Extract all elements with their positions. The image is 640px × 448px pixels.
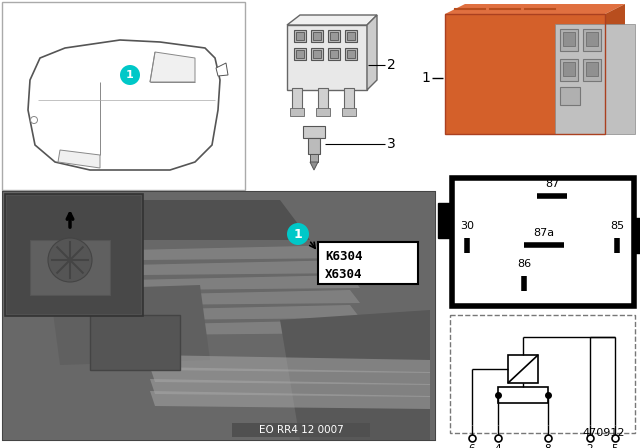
Text: 1: 1 — [421, 71, 430, 85]
Polygon shape — [605, 4, 625, 134]
Text: 470912: 470912 — [582, 428, 625, 438]
Text: 3: 3 — [387, 137, 396, 151]
Bar — [292, 88, 302, 110]
Bar — [586, 62, 598, 76]
Polygon shape — [310, 162, 318, 170]
Circle shape — [48, 238, 92, 282]
Polygon shape — [28, 40, 220, 170]
Bar — [560, 87, 580, 105]
Bar — [328, 30, 340, 42]
Bar — [452, 178, 634, 306]
Bar — [311, 48, 323, 60]
Polygon shape — [150, 367, 430, 385]
Text: 87a: 87a — [533, 228, 555, 238]
Bar — [438, 203, 452, 238]
Bar — [634, 218, 640, 253]
Bar — [560, 29, 578, 51]
Bar — [313, 50, 321, 58]
Circle shape — [287, 223, 309, 245]
Bar — [342, 108, 356, 116]
Bar — [3, 192, 435, 440]
Polygon shape — [130, 305, 360, 320]
Bar — [330, 50, 338, 58]
Bar — [90, 315, 180, 370]
Polygon shape — [130, 275, 360, 290]
Polygon shape — [50, 285, 210, 365]
Bar — [445, 14, 605, 134]
Text: 8: 8 — [545, 444, 551, 448]
Text: 1: 1 — [294, 228, 302, 241]
Bar — [2, 2, 245, 190]
Circle shape — [31, 116, 38, 124]
Bar — [345, 48, 357, 60]
Bar — [3, 192, 435, 440]
Bar — [347, 50, 355, 58]
Text: EO RR4 12 0007: EO RR4 12 0007 — [259, 425, 344, 435]
Bar — [296, 50, 304, 58]
Polygon shape — [150, 52, 195, 82]
Bar — [563, 62, 575, 76]
Bar — [294, 48, 306, 60]
Polygon shape — [280, 310, 430, 440]
Text: 1: 1 — [126, 70, 134, 80]
Bar — [294, 30, 306, 42]
Bar — [445, 14, 605, 134]
Bar — [316, 108, 330, 116]
Bar — [555, 24, 635, 134]
Bar — [508, 355, 538, 383]
Bar — [296, 32, 304, 40]
Polygon shape — [150, 355, 430, 373]
Bar — [583, 29, 601, 51]
Polygon shape — [367, 15, 377, 90]
Bar — [498, 387, 548, 403]
Bar — [318, 88, 328, 110]
Bar — [313, 32, 321, 40]
Text: 4: 4 — [495, 444, 501, 448]
Text: 86: 86 — [517, 259, 531, 269]
Bar — [560, 59, 578, 81]
Text: 30: 30 — [460, 221, 474, 231]
Text: 6: 6 — [468, 444, 476, 448]
Bar — [583, 59, 601, 81]
Polygon shape — [445, 4, 625, 14]
Text: 2: 2 — [387, 58, 396, 72]
Bar — [232, 423, 370, 437]
Text: 5: 5 — [612, 444, 618, 448]
Bar — [328, 48, 340, 60]
Polygon shape — [100, 200, 310, 240]
Text: K6304: K6304 — [325, 250, 362, 263]
Bar — [7, 196, 141, 314]
Circle shape — [120, 65, 140, 85]
Polygon shape — [130, 245, 360, 260]
Text: 85: 85 — [610, 221, 624, 231]
Bar — [30, 240, 110, 295]
Text: 87: 87 — [545, 179, 559, 189]
Bar — [311, 30, 323, 42]
Bar — [450, 315, 635, 433]
Bar — [345, 30, 357, 42]
Bar — [287, 25, 367, 90]
Bar — [310, 154, 318, 162]
Bar — [330, 32, 338, 40]
Polygon shape — [130, 320, 360, 335]
Polygon shape — [150, 391, 430, 409]
Polygon shape — [287, 15, 377, 25]
Bar — [344, 88, 354, 110]
Polygon shape — [130, 290, 360, 305]
Polygon shape — [130, 260, 360, 275]
Text: 2: 2 — [587, 444, 593, 448]
Bar — [563, 32, 575, 46]
Polygon shape — [216, 63, 228, 76]
Bar — [308, 138, 320, 154]
Bar — [318, 242, 418, 284]
Bar — [5, 194, 143, 316]
Bar — [347, 32, 355, 40]
Polygon shape — [150, 379, 430, 397]
Bar — [586, 32, 598, 46]
Bar — [290, 108, 304, 116]
Text: X6304: X6304 — [325, 268, 362, 281]
Bar — [303, 126, 325, 138]
Polygon shape — [58, 150, 100, 168]
